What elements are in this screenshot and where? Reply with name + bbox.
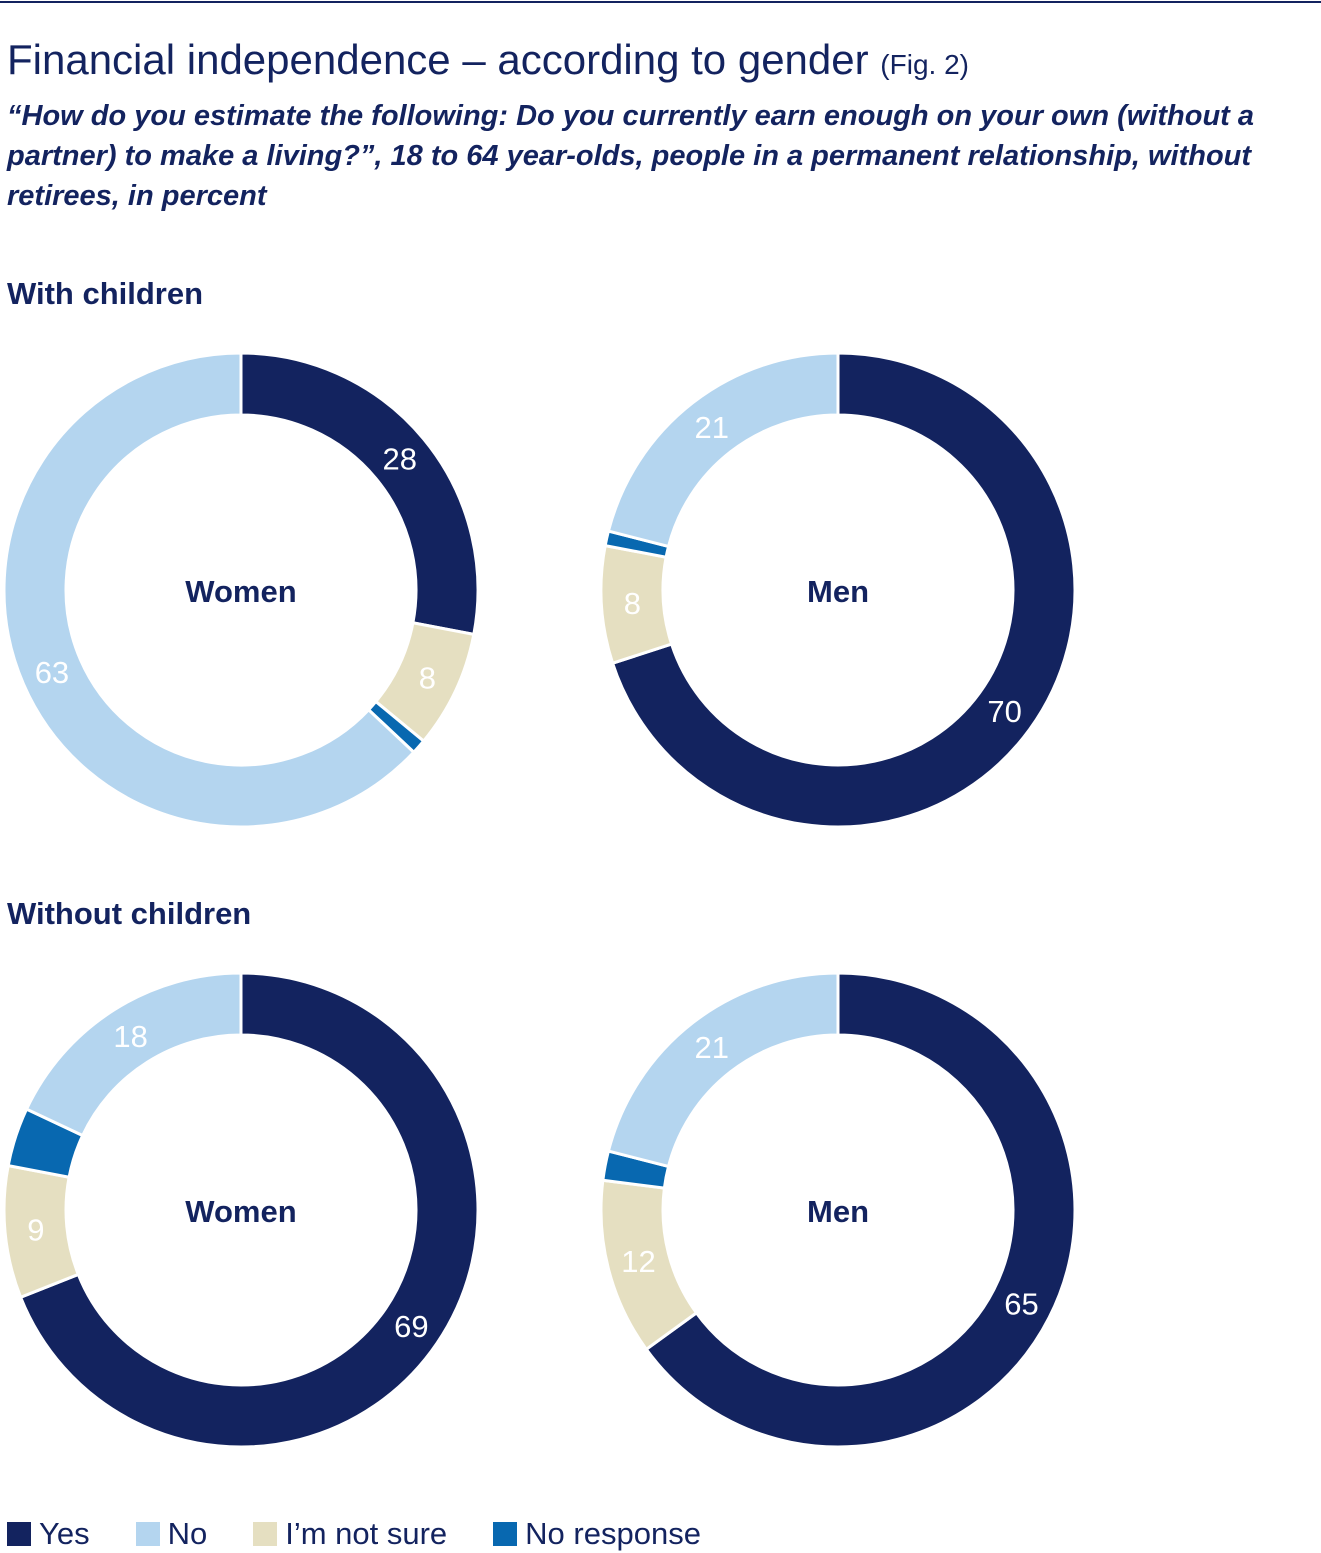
section-with-children: With children (7, 276, 204, 311)
donut-men-with-children: 70 8 21 Men (599, 351, 1077, 829)
figure-number: (Fig. 2) (880, 49, 969, 80)
legend-item-yes: Yes (7, 1516, 90, 1552)
legend-item-no: No (135, 1516, 208, 1552)
donut-women-with-children: 28 8 63 Women (2, 351, 480, 829)
segment-yes (239, 351, 480, 637)
data-label: 18 (113, 1019, 147, 1054)
segment-no (606, 351, 840, 549)
legend: Yes No I’m not sure No response (7, 1516, 701, 1552)
donut-women-without-children: 69 9 18 Women (2, 971, 480, 1449)
chart-title: Financial independence – according to ge… (7, 36, 969, 84)
legend-swatch (135, 1522, 160, 1546)
legend-item-no-response: No response (493, 1516, 701, 1552)
segment-yes (610, 351, 1077, 829)
section-without-children: Without children (7, 896, 252, 931)
legend-swatch (7, 1522, 31, 1546)
legend-item-not-sure: I’m not sure (253, 1516, 447, 1552)
segment-no (24, 971, 243, 1138)
segment-no (2, 351, 416, 829)
segment-yes (18, 971, 480, 1449)
data-label: 65 (1004, 1287, 1038, 1322)
legend-label: I’m not sure (285, 1516, 448, 1551)
top-rule (0, 1, 1321, 3)
legend-label: No (167, 1516, 208, 1551)
legend-label: No response (525, 1516, 701, 1551)
segment-no (606, 971, 840, 1169)
center-label: Men (807, 574, 869, 609)
center-label: Women (185, 574, 296, 609)
data-label: 69 (394, 1309, 428, 1344)
data-label: 8 (624, 586, 641, 621)
legend-label: Yes (39, 1516, 90, 1551)
center-label: Men (807, 1194, 869, 1229)
data-label: 12 (621, 1244, 655, 1279)
segment-yes (644, 971, 1077, 1449)
data-label: 63 (35, 655, 69, 690)
data-label: 21 (694, 1030, 728, 1065)
data-label: 70 (987, 694, 1021, 729)
data-label: 28 (382, 442, 416, 477)
donut-men-without-children: 65 12 21 Men (599, 971, 1077, 1449)
chart-subtitle: “How do you estimate the following: Do y… (7, 100, 1255, 212)
center-label: Women (185, 1194, 296, 1229)
title-text: Financial independence – according to ge… (7, 36, 869, 83)
data-label: 21 (694, 410, 728, 445)
legend-swatch (493, 1522, 518, 1546)
legend-swatch (253, 1522, 278, 1546)
data-label: 9 (27, 1212, 44, 1247)
data-label: 8 (419, 661, 436, 696)
